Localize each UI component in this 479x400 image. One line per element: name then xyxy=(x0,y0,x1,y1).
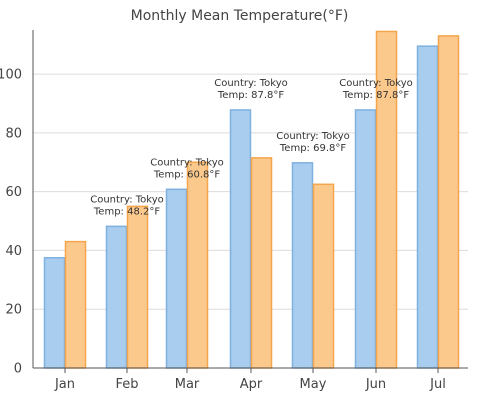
bar xyxy=(416,45,439,369)
bar xyxy=(312,183,335,369)
data-label: Temp: 48.2°F xyxy=(93,206,160,217)
data-label: Temp: 69.8°F xyxy=(279,143,346,154)
data-label: Country: Tokyo xyxy=(90,194,164,205)
x-tick-label: Jan xyxy=(54,377,75,392)
data-label: Temp: 87.8°F xyxy=(217,90,284,101)
y-tick-label: 100 xyxy=(0,68,22,83)
bar xyxy=(64,240,87,369)
data-label: Country: Tokyo xyxy=(214,78,288,89)
bar xyxy=(437,35,460,369)
bar xyxy=(250,157,273,369)
data-label: Country: Tokyo xyxy=(150,157,224,168)
x-tick-label: Feb xyxy=(115,377,138,392)
bar xyxy=(186,161,209,369)
x-tick-label: May xyxy=(300,377,327,392)
bars xyxy=(43,30,460,369)
y-tick-label: 60 xyxy=(5,185,22,200)
data-label: Temp: 87.8°F xyxy=(342,90,409,101)
x-tick-label: Jun xyxy=(365,377,386,392)
bar xyxy=(43,257,66,369)
axes: 0 20 40 60 80 100 Jan Feb Mar Apr May Jun Jul xyxy=(0,30,468,392)
y-tick-label: 40 xyxy=(5,244,22,259)
x-tick-label: Apr xyxy=(240,377,263,392)
x-tick-label: Mar xyxy=(175,377,200,392)
data-label: Country: Tokyo xyxy=(276,131,350,142)
bar xyxy=(354,109,377,369)
y-tick-label: 80 xyxy=(5,126,22,141)
bar xyxy=(105,225,128,369)
x-tick-label: Jul xyxy=(429,377,446,392)
y-tick-label: 0 xyxy=(14,362,22,377)
chart-title: Monthly Mean Temperature(°F) xyxy=(130,8,349,24)
bar xyxy=(229,109,252,369)
bar xyxy=(126,205,149,369)
data-label: Temp: 60.8°F xyxy=(153,169,220,180)
bar xyxy=(291,162,314,369)
data-label: Country: Tokyo xyxy=(339,78,413,89)
bar xyxy=(165,188,188,369)
y-tick-label: 20 xyxy=(5,303,22,318)
